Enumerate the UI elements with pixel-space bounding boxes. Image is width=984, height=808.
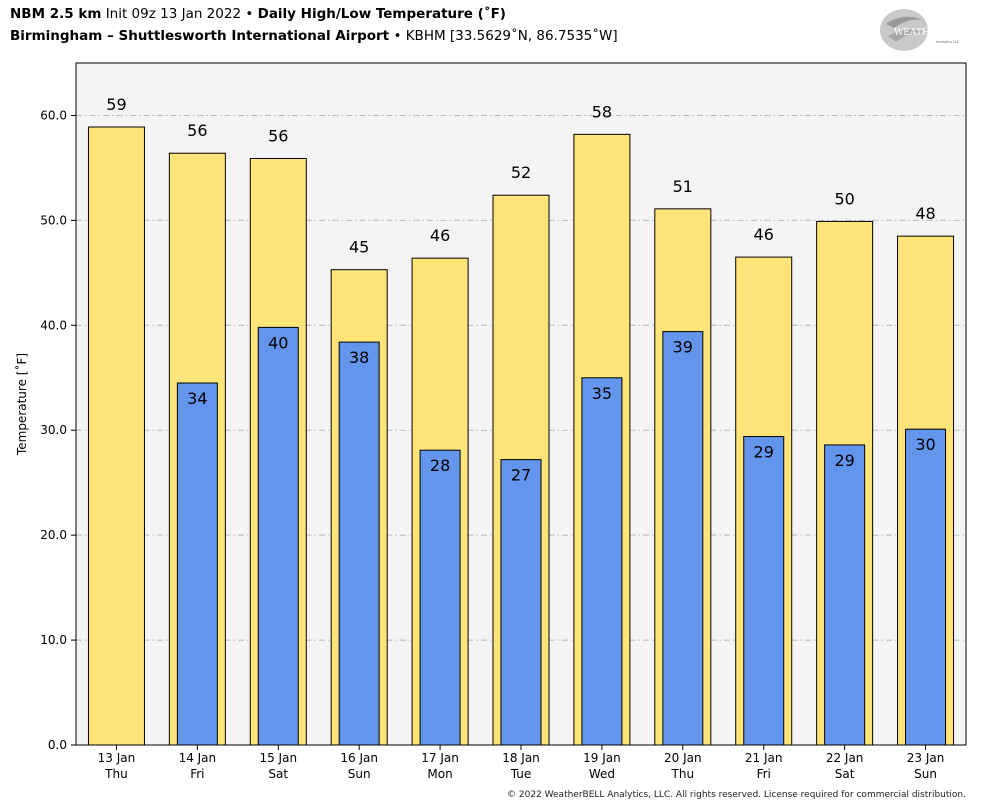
high-bar	[87, 126, 145, 746]
x-tick-label-date: 22 Jan	[826, 751, 864, 765]
station-info: KBHM [33.5629˚N, 86.7535˚W]	[405, 28, 618, 44]
x-tick-label-date: 13 Jan	[98, 751, 136, 765]
x-tick-label-date: 19 Jan	[583, 751, 621, 765]
x-tick-label-date: 20 Jan	[664, 751, 702, 765]
x-tick-label-date: 16 Jan	[340, 751, 378, 765]
location-name: Birmingham – Shuttlesworth International…	[10, 28, 390, 44]
product-name: Daily High/Low Temperature (˚F)	[257, 6, 506, 22]
low-bar	[581, 377, 623, 746]
high-value-label: 48	[915, 204, 935, 223]
low-value-label: 40	[268, 333, 288, 352]
high-value-label: 46	[430, 226, 450, 245]
plot-frame	[75, 62, 967, 746]
low-value-label: 34	[187, 389, 207, 408]
x-tick-label-weekday: Fri	[190, 767, 204, 781]
x-tick-label-date: 23 Jan	[907, 751, 945, 765]
y-axis-title: Temperature [˚F]	[15, 352, 29, 456]
high-value-label: 46	[754, 225, 774, 244]
x-tick-label-weekday: Sun	[914, 767, 937, 781]
x-tick-label-weekday: Wed	[589, 767, 615, 781]
x-tick-label-date: 15 Jan	[259, 751, 297, 765]
high-value-label: 50	[834, 189, 854, 208]
weatherbell-logo: WEATHERBELL Analytics LLC	[880, 9, 968, 51]
logo-subtext: Analytics LLC	[936, 40, 960, 44]
y-tick-label: 30.0	[40, 423, 67, 437]
y-tick-label: 40.0	[40, 318, 67, 332]
y-tick-label: 10.0	[40, 633, 67, 647]
y-tick-label: 0.0	[48, 738, 67, 752]
low-value-label: 29	[834, 451, 854, 470]
high-value-label: 56	[268, 126, 288, 145]
x-tick-label-weekday: Sat	[268, 767, 288, 781]
logo-text: WEATHERBELL	[894, 28, 968, 38]
low-value-label: 39	[673, 338, 693, 357]
high-value-label: 56	[187, 121, 207, 140]
low-bar	[338, 341, 380, 746]
x-tick-label-weekday: Fri	[757, 767, 771, 781]
y-tick-label: 60.0	[40, 108, 67, 122]
low-value-label: 30	[915, 435, 935, 454]
low-bar	[257, 326, 299, 746]
x-tick-label-weekday: Sun	[348, 767, 371, 781]
low-bar	[176, 382, 218, 746]
low-bar	[743, 436, 785, 746]
x-tick-label-date: 18 Jan	[502, 751, 540, 765]
x-tick-label-date: 17 Jan	[421, 751, 459, 765]
low-bar	[824, 444, 866, 746]
header-bullet: •	[393, 28, 402, 44]
x-tick-label-weekday: Sat	[835, 767, 855, 781]
low-bar	[500, 459, 542, 746]
x-tick-label-date: 14 Jan	[179, 751, 217, 765]
low-value-label: 35	[592, 384, 612, 403]
x-tick-label-weekday: Tue	[510, 767, 532, 781]
high-value-label: 52	[511, 163, 531, 182]
x-tick-label-weekday: Mon	[427, 767, 452, 781]
copyright-notice: © 2022 WeatherBELL Analytics, LLC. All r…	[507, 790, 966, 800]
chart-header-line-1: NBM 2.5 km Init 09z 13 Jan 2022 • Daily …	[10, 6, 506, 22]
x-tick-label-weekday: Thu	[671, 767, 695, 781]
init-time: Init 09z 13 Jan 2022	[105, 6, 242, 22]
header-bullet: •	[245, 6, 254, 22]
y-tick-label: 50.0	[40, 213, 67, 227]
x-tick-label-weekday: Thu	[104, 767, 128, 781]
chart-header-line-2: Birmingham – Shuttlesworth International…	[10, 28, 618, 44]
low-value-label: 38	[349, 348, 369, 367]
low-bar	[419, 449, 461, 746]
model-name: NBM 2.5 km	[10, 6, 102, 22]
y-tick-label: 20.0	[40, 528, 67, 542]
high-value-label: 59	[106, 95, 126, 114]
low-bar	[905, 428, 947, 746]
low-value-label: 27	[511, 466, 531, 485]
low-value-label: 29	[754, 443, 774, 462]
x-tick-label-date: 21 Jan	[745, 751, 783, 765]
high-value-label: 45	[349, 238, 369, 257]
low-bar	[662, 331, 704, 746]
high-value-label: 51	[673, 177, 693, 196]
low-value-label: 28	[430, 456, 450, 475]
high-value-label: 58	[592, 102, 612, 121]
